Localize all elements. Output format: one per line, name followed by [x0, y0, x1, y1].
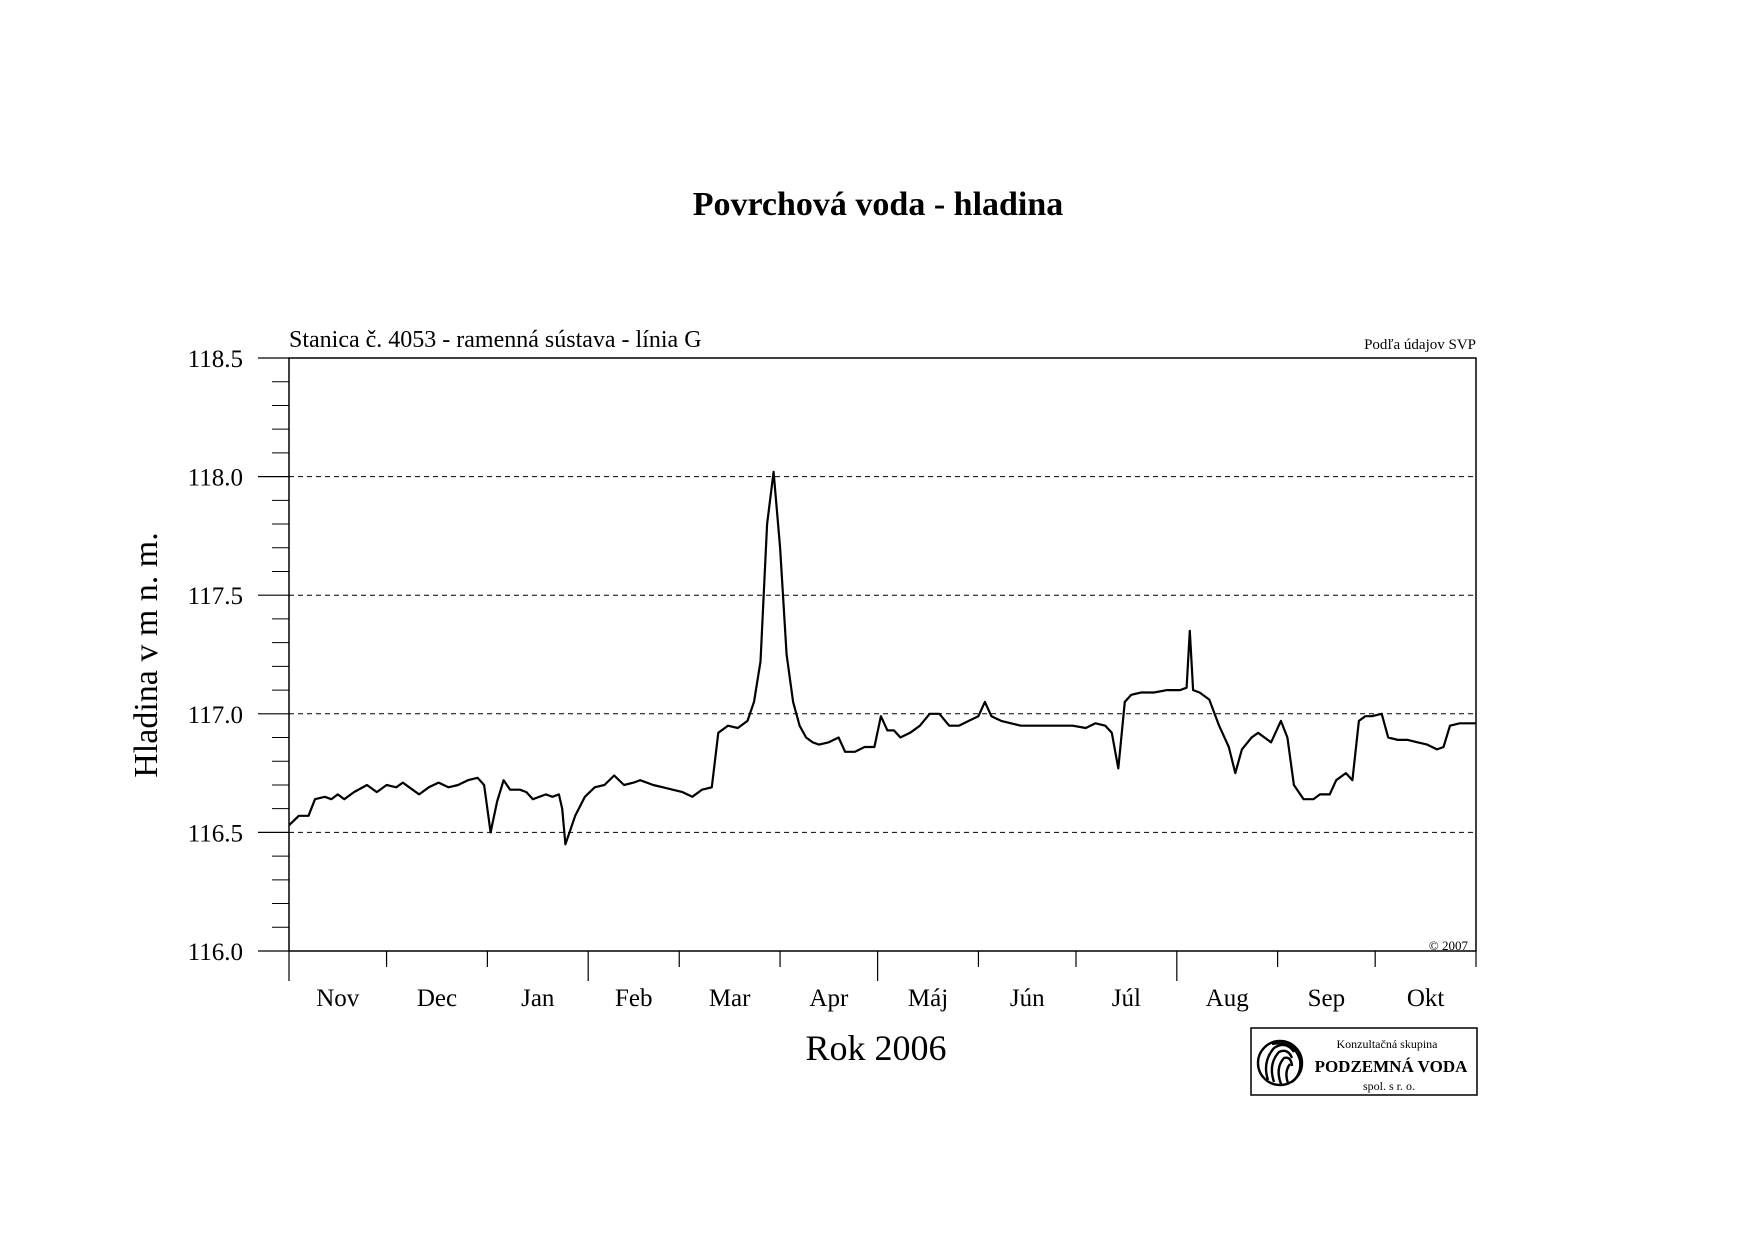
x-tick-label: Júl [1112, 985, 1141, 1012]
x-tick-label: Jan [521, 985, 555, 1012]
x-tick-label: Jún [1010, 985, 1045, 1012]
logo-frame [1250, 1027, 1478, 1096]
x-tick-label: Apr [809, 985, 849, 1012]
y-tick-label: 116.0 [188, 939, 243, 966]
x-tick-label: Mar [709, 985, 751, 1012]
y-axis-ticks: 116.0 116.5 117.0 117.5 118.0 118.5 [188, 346, 289, 966]
logo-line1: Konzultačná skupina [1337, 1037, 1439, 1051]
x-tick-label: Dec [417, 985, 457, 1012]
series-group [288, 470, 1476, 846]
chart-subtitle: Stanica č. 4053 - ramenná sústava - líni… [289, 327, 702, 353]
company-logo: Konzultačná skupina PODZEMNÁ VODA spol. … [1250, 1027, 1478, 1096]
x-tick-label: Nov [316, 985, 360, 1012]
x-tick-label: Feb [615, 985, 653, 1012]
logo-line3: spol. s r. o. [1363, 1079, 1415, 1093]
x-tick-label: Okt [1407, 985, 1445, 1012]
source-note: Podľa údajov SVP [1364, 337, 1476, 353]
x-axis-ticks: Nov Dec Jan Feb Mar Apr Máj Jún Júl Aug Sep Okt [288, 951, 1477, 1012]
series-line [288, 470, 1476, 846]
x-tick-label: Sep [1308, 985, 1346, 1012]
logo-emblem-icon [1256, 1039, 1304, 1087]
y-axis-label: Hladina v m n. m. [128, 532, 165, 778]
chart-title: Povrchová voda - hladina [693, 186, 1064, 223]
y-tick-label: 118.5 [188, 346, 243, 373]
y-tick-label: 117.0 [188, 702, 243, 729]
x-tick-label: Aug [1206, 985, 1250, 1012]
grid-lines [289, 357, 1476, 833]
copyright-note: © 2007 [1429, 938, 1469, 953]
y-tick-label: 117.5 [188, 583, 243, 610]
logo-line2: PODZEMNÁ VODA [1315, 1057, 1469, 1076]
x-tick-label: Máj [908, 985, 948, 1012]
y-tick-label: 116.5 [188, 820, 243, 847]
x-axis-label: Rok 2006 [805, 1028, 946, 1068]
plot-frame [288, 357, 1477, 952]
y-tick-label: 118.0 [188, 465, 243, 492]
